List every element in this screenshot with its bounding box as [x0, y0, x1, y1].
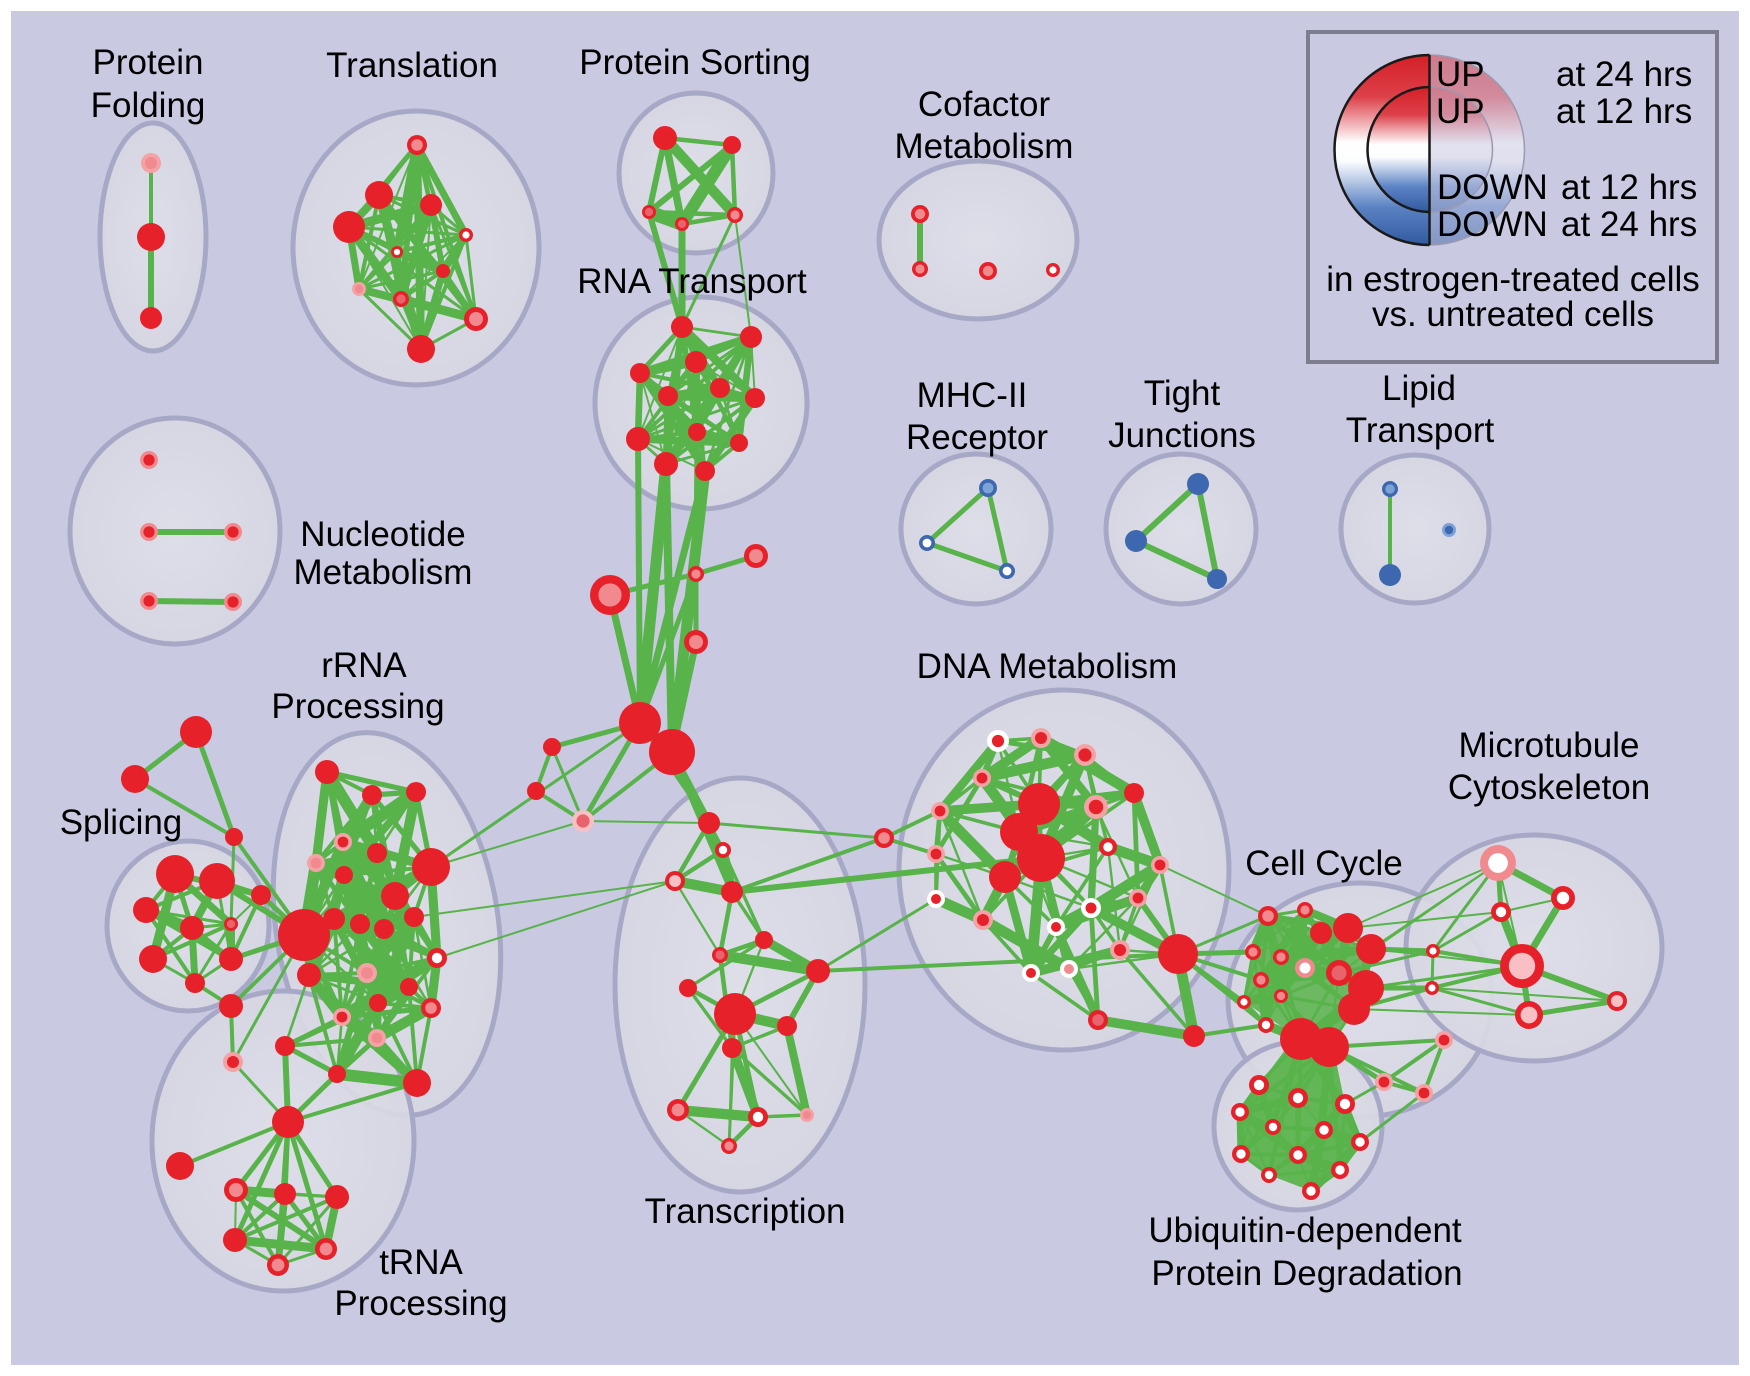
- svg-text:Microtubule: Microtubule: [1459, 726, 1640, 765]
- svg-text:Translation: Translation: [326, 46, 498, 85]
- svg-text:Processing: Processing: [271, 687, 444, 726]
- svg-text:Transport: Transport: [1346, 411, 1495, 450]
- svg-text:Transcription: Transcription: [645, 1192, 846, 1231]
- svg-text:Receptor: Receptor: [906, 418, 1048, 457]
- svg-text:in estrogen-treated cells: in estrogen-treated cells: [1326, 260, 1700, 299]
- svg-text:Protein: Protein: [93, 43, 204, 82]
- svg-text:Metabolism: Metabolism: [294, 553, 473, 592]
- svg-text:Lipid: Lipid: [1382, 369, 1456, 408]
- svg-text:MHC-II: MHC-II: [917, 376, 1028, 415]
- svg-text:at 12 hrs: at 12 hrs: [1561, 168, 1697, 207]
- svg-text:at 12 hrs: at 12 hrs: [1556, 92, 1692, 131]
- svg-text:Splicing: Splicing: [60, 803, 183, 842]
- svg-text:Cofactor: Cofactor: [918, 85, 1051, 124]
- svg-text:Junctions: Junctions: [1108, 416, 1256, 455]
- svg-text:UP: UP: [1436, 55, 1485, 94]
- svg-text:DOWN: DOWN: [1437, 168, 1548, 207]
- svg-text:Protein Sorting: Protein Sorting: [579, 43, 811, 82]
- svg-text:RNA Transport: RNA Transport: [577, 262, 807, 301]
- svg-text:Metabolism: Metabolism: [895, 127, 1074, 166]
- svg-text:Ubiquitin-dependent: Ubiquitin-dependent: [1148, 1211, 1462, 1250]
- svg-text:Processing: Processing: [334, 1284, 507, 1323]
- svg-text:DOWN: DOWN: [1437, 205, 1548, 244]
- svg-text:at 24 hrs: at 24 hrs: [1561, 205, 1697, 244]
- svg-text:UP: UP: [1436, 92, 1485, 131]
- svg-text:DNA Metabolism: DNA Metabolism: [917, 647, 1178, 686]
- svg-text:Nucleotide: Nucleotide: [300, 515, 465, 554]
- svg-text:tRNA: tRNA: [379, 1243, 463, 1282]
- svg-text:Folding: Folding: [91, 86, 206, 125]
- svg-text:vs. untreated cells: vs. untreated cells: [1372, 295, 1654, 334]
- svg-text:Cytoskeleton: Cytoskeleton: [1448, 768, 1650, 807]
- svg-text:at 24 hrs: at 24 hrs: [1556, 55, 1692, 94]
- svg-text:Tight: Tight: [1144, 374, 1221, 413]
- svg-text:rRNA: rRNA: [321, 646, 407, 685]
- svg-text:Protein Degradation: Protein Degradation: [1151, 1254, 1462, 1293]
- svg-text:Cell Cycle: Cell Cycle: [1245, 844, 1403, 883]
